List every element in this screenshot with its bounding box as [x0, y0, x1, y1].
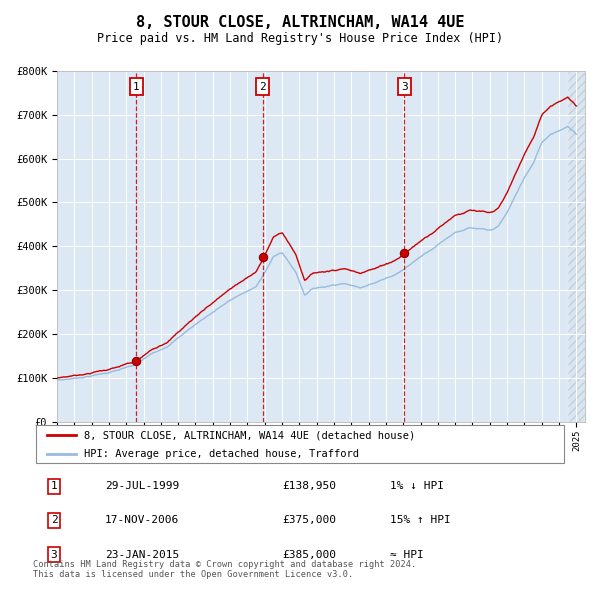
FancyBboxPatch shape	[36, 425, 564, 463]
Text: HPI: Average price, detached house, Trafford: HPI: Average price, detached house, Traf…	[83, 448, 359, 458]
Bar	[568, 71, 585, 422]
Text: £375,000: £375,000	[282, 516, 336, 525]
Text: 3: 3	[401, 81, 407, 91]
Text: 8, STOUR CLOSE, ALTRINCHAM, WA14 4UE (detached house): 8, STOUR CLOSE, ALTRINCHAM, WA14 4UE (de…	[83, 430, 415, 440]
Text: 2: 2	[50, 516, 58, 525]
Text: 17-NOV-2006: 17-NOV-2006	[105, 516, 179, 525]
Text: 15% ↑ HPI: 15% ↑ HPI	[390, 516, 451, 525]
Text: 29-JUL-1999: 29-JUL-1999	[105, 481, 179, 491]
Text: 1: 1	[50, 481, 58, 491]
Text: ≈ HPI: ≈ HPI	[390, 550, 424, 559]
Text: Price paid vs. HM Land Registry's House Price Index (HPI): Price paid vs. HM Land Registry's House …	[97, 32, 503, 45]
Bar	[568, 71, 585, 422]
Text: Contains HM Land Registry data © Crown copyright and database right 2024.
This d: Contains HM Land Registry data © Crown c…	[33, 560, 416, 579]
Text: 2: 2	[259, 81, 266, 91]
Text: £138,950: £138,950	[282, 481, 336, 491]
Text: 8, STOUR CLOSE, ALTRINCHAM, WA14 4UE: 8, STOUR CLOSE, ALTRINCHAM, WA14 4UE	[136, 15, 464, 30]
Text: 23-JAN-2015: 23-JAN-2015	[105, 550, 179, 559]
Text: 1% ↓ HPI: 1% ↓ HPI	[390, 481, 444, 491]
Text: 1: 1	[133, 81, 139, 91]
Text: £385,000: £385,000	[282, 550, 336, 559]
Text: 3: 3	[50, 550, 58, 559]
